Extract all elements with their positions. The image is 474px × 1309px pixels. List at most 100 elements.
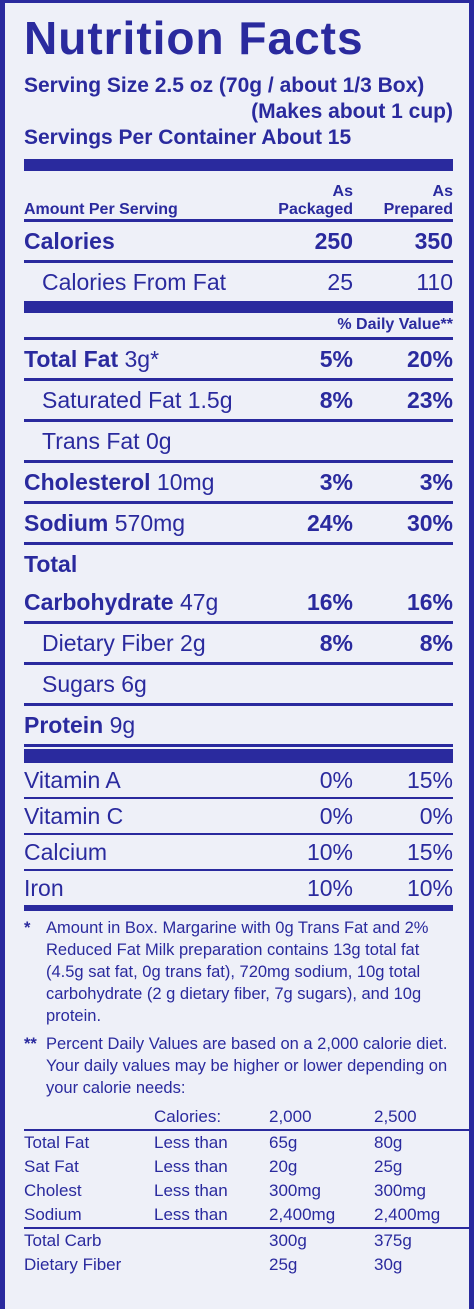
footnote-text: Amount in Box. Margarine with 0g Trans F… [46, 919, 429, 1025]
nutrient-label: Carbohydrate [24, 588, 174, 615]
amount-header: Amount Per Serving [24, 201, 178, 218]
nutrient-name: Iron [24, 875, 243, 902]
nutrients-section: Total Fat 3g* 5% 20% Saturated Fat 1.5g 8% 23… [24, 340, 453, 747]
packaged-value: 24% [306, 509, 353, 536]
packaged-header: As Packaged [243, 183, 353, 219]
daily-values-table: Calories: 2,000 2,500 Total Fat Less than 65g… [24, 1105, 469, 1277]
nutrient-label: Vitamin A [24, 766, 121, 793]
dv-cell: 20g [269, 1157, 298, 1176]
nutrient-row: Dietary Fiber 2g 8% 8% [24, 624, 453, 665]
nutrient-row: Sugars 6g [24, 665, 453, 706]
nutrient-label: Protein [24, 711, 104, 738]
nutrient-label: Calories From Fat [42, 268, 227, 295]
nutrient-row: Calories From Fat 25 110 [24, 263, 453, 304]
nutrient-label: Dietary Fiber 2g [42, 629, 206, 656]
cell [24, 1105, 154, 1129]
dv-cell: 80g [374, 1133, 403, 1152]
nutrient-label: Calories [24, 227, 115, 254]
nutrient-row: Iron 10% 10% [24, 871, 453, 907]
nutrient-label: Saturated Fat 1.5g [42, 386, 233, 413]
nutrient-amount: 570mg [114, 509, 186, 536]
prepared-value: 0% [419, 802, 453, 829]
nutrient-row: Cholesterol 10mg 3% 3% [24, 463, 453, 504]
nutrient-row: Saturated Fat 1.5g 8% 23% [24, 381, 453, 422]
thick-bar [24, 304, 453, 313]
nutrient-label: Total [24, 550, 78, 577]
thick-bar [24, 749, 453, 763]
nutrient-name: Dietary Fiber 2g [24, 630, 243, 657]
dv-cell: 300mg [269, 1181, 321, 1200]
servings: Servings Per Container About 15 [24, 126, 352, 149]
dv-cell: Dietary Fiber [24, 1255, 122, 1274]
nutrient-amount: 10mg [156, 468, 215, 495]
header-line: As [432, 183, 453, 200]
dv-cell: 300g [269, 1231, 307, 1250]
dv-cell: 30g [374, 1255, 403, 1274]
title: Nutrition Facts [24, 12, 364, 64]
serving-size: Serving Size 2.5 oz (70g / about 1/3 Box… [24, 74, 425, 97]
nutrient-label: Iron [24, 874, 64, 901]
nutrient-row: Calcium 10% 15% [24, 835, 453, 871]
dv-cell: Total Carb [24, 1231, 102, 1250]
daily-value-header: % Daily Value** [24, 313, 453, 340]
header-line: Packaged [278, 201, 353, 218]
nutrient-name: Calories From Fat [24, 269, 243, 296]
dv-cell: 25g [269, 1255, 298, 1274]
dv-header-cell: 2,000 [269, 1107, 312, 1126]
dv-cell: Less than [154, 1205, 228, 1224]
footnote-mark: ** [24, 1035, 37, 1053]
rule [24, 1129, 469, 1131]
nutrient-label: Total Fat [24, 345, 119, 372]
prepared-value: 15% [406, 766, 453, 793]
nutrient-name: Saturated Fat 1.5g [24, 387, 243, 414]
prepared-value: 110 [416, 268, 453, 295]
nutrient-row: Total [24, 545, 453, 583]
prepared-value: 15% [406, 838, 453, 865]
rule [24, 1227, 469, 1229]
nutrient-row: Vitamin C 0% 0% [24, 799, 453, 835]
nutrient-row: Calories 250 350 [24, 222, 453, 263]
nutrient-amount: 9g [109, 711, 136, 738]
packaged-value: 0% [319, 766, 353, 793]
nutrient-name: Total [24, 551, 243, 578]
footnote: * Amount in Box. Margarine with 0g Trans … [24, 917, 453, 1027]
nutrient-label: Calcium [24, 838, 108, 865]
dv-cell: Less than [154, 1181, 228, 1200]
dv-cell: 25g [374, 1157, 403, 1176]
packaged-value: 16% [306, 588, 353, 615]
nutrient-name: Calcium [24, 839, 243, 866]
dv-cell: Total Fat [24, 1133, 90, 1152]
prepared-value: 8% [419, 629, 453, 656]
footnotes: * Amount in Box. Margarine with 0g Trans … [24, 917, 453, 1099]
nutrient-name: Calories [24, 228, 243, 255]
vitamins-section: Vitamin A 0% 15% Vitamin C 0% 0% Calcium 10% 15%… [24, 763, 453, 907]
nutrient-amount: 3g* [124, 345, 160, 372]
prepared-value: 20% [406, 345, 453, 372]
dv-cell [154, 1253, 269, 1277]
prepared-value: 3% [419, 468, 453, 495]
prepared-value: 10% [406, 874, 453, 901]
nutrient-row: Trans Fat 0g [24, 422, 453, 463]
dv-cell: Sat Fat [24, 1157, 79, 1176]
dv-cell: 2,400mg [374, 1205, 441, 1224]
dv-cell: 65g [269, 1133, 298, 1152]
nutrient-name: Trans Fat 0g [24, 428, 243, 455]
prepared-value: 16% [406, 588, 453, 615]
rule [24, 907, 453, 911]
dv-cell: 2,400mg [269, 1205, 336, 1224]
dv-cell: Less than [154, 1157, 228, 1176]
dv-cell: Less than [154, 1133, 228, 1152]
nutrient-row: Protein 9g [24, 706, 453, 747]
dv-cell: Cholest [24, 1181, 82, 1200]
nutrient-label: Trans Fat 0g [42, 427, 172, 454]
nutrient-name: Vitamin A [24, 767, 243, 794]
packaged-value: 8% [319, 629, 353, 656]
column-header: Amount Per Serving As Packaged As Prepared [24, 175, 453, 222]
thick-bar [24, 159, 453, 171]
nutrient-row: Total Fat 3g* 5% 20% [24, 340, 453, 381]
nutrient-label: Vitamin C [24, 802, 124, 829]
header-line: Prepared [383, 201, 453, 218]
nutrient-row: Carbohydrate 47g 16% 16% [24, 583, 453, 624]
prepared-value: 30% [406, 509, 453, 536]
